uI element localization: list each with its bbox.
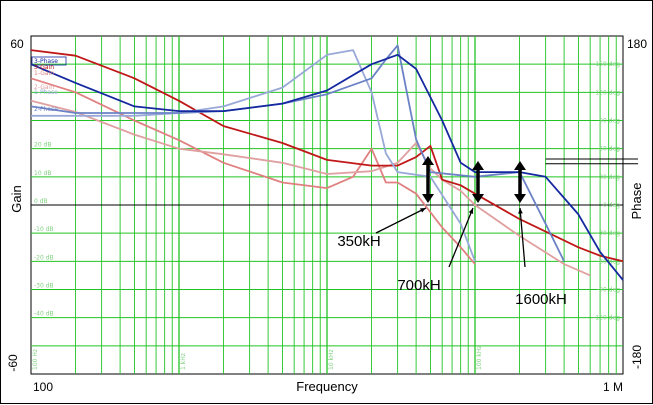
legend-item: 1-Phase — [34, 89, 58, 96]
frequency-decade-label: 10 kHz — [328, 349, 335, 370]
crossover-arrow-head-up — [472, 161, 484, 170]
gain-axis-max: 60 — [10, 37, 24, 51]
grid — [31, 36, 638, 374]
pointer-head — [420, 208, 426, 213]
phase-tick-label: 150 deg — [595, 61, 620, 68]
crossover-arrow-head-down — [472, 194, 484, 203]
phase-axis-title: Phase — [629, 183, 644, 220]
gain-axis-min: -60 — [6, 354, 20, 372]
phase-tick-label: 0 deg — [603, 202, 620, 209]
pointer-line — [375, 207, 427, 234]
pointer-line — [519, 207, 526, 268]
gain-tick-label: -20 dB — [34, 254, 54, 261]
phase-tick-label: 120 deg — [595, 89, 620, 96]
crossover-frequency-label: 700kH — [397, 277, 440, 294]
crossover-arrow-head-up — [422, 156, 434, 165]
frequency-decade-label: 100 Hz — [32, 349, 39, 370]
series-line-2-phase — [30, 44, 565, 262]
legend-item: 2-Phase — [34, 106, 58, 113]
gain-tick-label: -40 dB — [34, 311, 54, 318]
phase-tick-label: -120 deg — [593, 315, 620, 322]
frequency-tick-label: 100 — [33, 380, 53, 394]
crossover-arrow-head-down — [514, 194, 526, 203]
pointer-head — [468, 208, 474, 214]
pointer-line — [448, 207, 474, 268]
legend-item: 1-Gain — [34, 70, 54, 77]
series-line-2-gain — [30, 99, 591, 277]
crossover-arrow-head-down — [422, 194, 434, 203]
frequency-decade-label: 100 kHz — [476, 346, 483, 371]
phase-tick-label: -90 deg — [597, 287, 620, 294]
series-line-1-gain — [30, 77, 476, 265]
legend-box — [31, 56, 67, 66]
legend-item: 3-Gain — [34, 64, 54, 71]
phase-tick-label: 60 deg — [599, 146, 620, 153]
gain-tick-label: -10 dB — [34, 226, 54, 233]
phase-tick-label: 30 deg — [599, 174, 620, 181]
x-axis-title: Frequency — [296, 379, 358, 394]
phase-axis-min: -180 — [630, 345, 644, 369]
gain-tick-label: -30 dB — [34, 283, 54, 290]
legend-item: 2-Gain — [34, 84, 54, 91]
phase-axis-max: 180 — [627, 37, 647, 51]
frequency-decade-label: 1 kHz — [180, 353, 187, 370]
series-line-3-gain — [30, 49, 624, 263]
crossover-frequency-label: 350kH — [337, 233, 380, 250]
crossover-arrow-head-up — [514, 161, 526, 170]
phase-tick-label: 90 deg — [599, 118, 620, 125]
gain-tick-label: 0 dB — [34, 198, 48, 205]
phase-tick-label: -30 deg — [597, 230, 620, 237]
series-line-3-phase — [30, 53, 624, 281]
gain-axis-title: Gain — [9, 185, 24, 212]
pointer-head — [518, 208, 523, 214]
gain-tick-label: 20 dB — [34, 142, 51, 149]
legend-item: 3-Phase — [34, 58, 58, 65]
crossover-frequency-label: 1600kH — [515, 291, 567, 308]
frequency-tick-label: 1 M — [603, 380, 623, 394]
gain-tick-label: 10 dB — [34, 170, 51, 177]
